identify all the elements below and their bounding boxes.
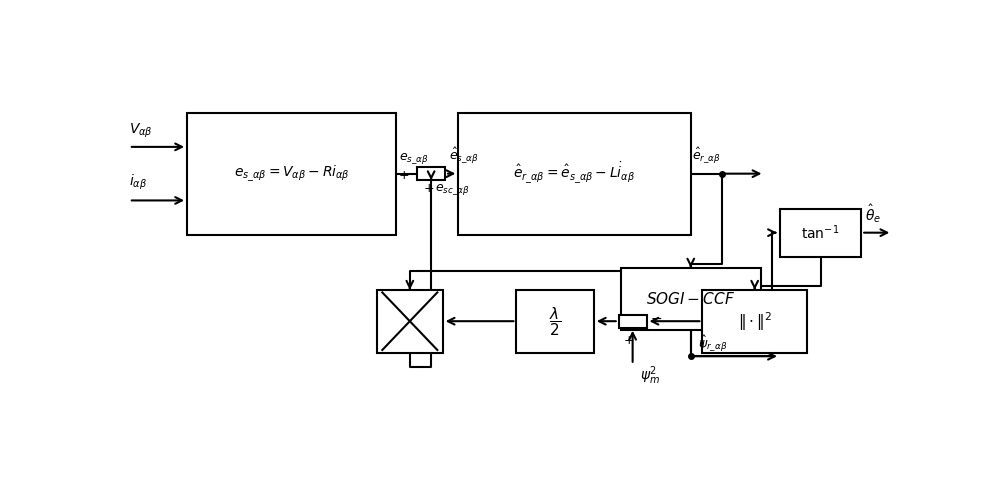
FancyBboxPatch shape	[780, 209, 861, 257]
Text: $\hat{e}_{r\_\alpha\beta}$: $\hat{e}_{r\_\alpha\beta}$	[692, 146, 721, 166]
Text: $e_{s\_\alpha\beta}$: $e_{s\_\alpha\beta}$	[399, 151, 428, 166]
Text: $\hat{e}_{r\_\alpha\beta} = \hat{e}_{s\_\alpha\beta} - L\dot{i}_{\alpha\beta}$: $\hat{e}_{r\_\alpha\beta} = \hat{e}_{s\_…	[513, 161, 636, 186]
FancyBboxPatch shape	[377, 290, 443, 353]
Text: $e_{sc\_\alpha\beta}$: $e_{sc\_\alpha\beta}$	[435, 182, 470, 197]
FancyBboxPatch shape	[458, 113, 691, 235]
Text: $\hat{\theta}_e$: $\hat{\theta}_e$	[865, 203, 881, 225]
Text: $\dfrac{\lambda}{2}$: $\dfrac{\lambda}{2}$	[549, 305, 561, 338]
FancyBboxPatch shape	[417, 167, 445, 180]
Text: $i_{\alpha\beta}$: $i_{\alpha\beta}$	[129, 172, 147, 192]
Text: $\psi^2_m$: $\psi^2_m$	[640, 365, 660, 388]
Text: $e_{s\_\alpha\beta} = V_{\alpha\beta} - Ri_{\alpha\beta}$: $e_{s\_\alpha\beta} = V_{\alpha\beta} - …	[234, 163, 350, 184]
Text: $\tan^{-1}$: $\tan^{-1}$	[801, 223, 840, 242]
Text: $SOGI-CCF$: $SOGI-CCF$	[646, 291, 735, 307]
Text: $-$: $-$	[650, 310, 663, 324]
FancyBboxPatch shape	[187, 113, 396, 235]
Text: $\hat{\psi}_{r\_\alpha\beta}$: $\hat{\psi}_{r\_\alpha\beta}$	[698, 334, 728, 354]
Text: $\|\cdot\|^2$: $\|\cdot\|^2$	[738, 310, 772, 332]
FancyBboxPatch shape	[621, 268, 761, 331]
Text: $\hat{e}_{s\_\alpha\beta}$: $\hat{e}_{s\_\alpha\beta}$	[449, 146, 479, 166]
FancyBboxPatch shape	[702, 290, 807, 353]
Text: $+$: $+$	[398, 169, 409, 182]
Text: $V_{\alpha\beta}$: $V_{\alpha\beta}$	[129, 121, 153, 139]
Text: $+$: $+$	[623, 334, 634, 347]
Text: $+$: $+$	[423, 182, 434, 195]
FancyBboxPatch shape	[619, 315, 647, 328]
FancyBboxPatch shape	[516, 290, 594, 353]
